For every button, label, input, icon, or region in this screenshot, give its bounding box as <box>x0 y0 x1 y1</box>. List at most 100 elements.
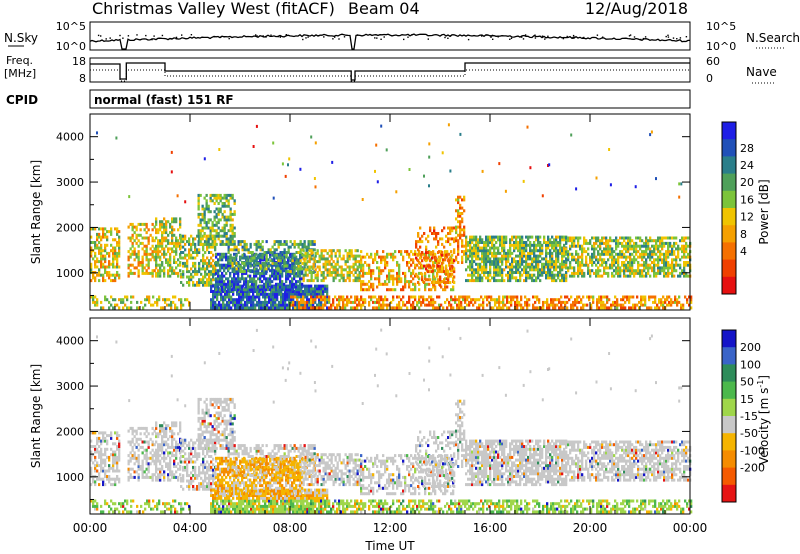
power-cell <box>461 206 464 210</box>
power-cell <box>621 252 624 256</box>
power-cell <box>304 284 307 288</box>
power-cell <box>324 290 327 293</box>
power-cell <box>215 221 218 225</box>
power-cell <box>583 236 586 240</box>
power-cell <box>292 292 295 296</box>
power-cell <box>499 241 502 244</box>
power-cell <box>374 300 377 304</box>
power-cell <box>219 258 222 262</box>
power-cell <box>360 261 363 264</box>
power-cell <box>388 269 391 273</box>
power-cell <box>340 265 343 269</box>
velocity-cell <box>96 439 99 443</box>
power-cell <box>249 270 252 274</box>
power-cell <box>567 255 570 259</box>
velocity-cell <box>90 450 93 454</box>
power-cell <box>565 261 568 264</box>
power-cell <box>655 274 658 278</box>
power-cell <box>402 255 405 259</box>
power-cell <box>406 252 409 256</box>
power-cell <box>647 247 650 251</box>
power-cell <box>547 235 550 239</box>
power-cell <box>266 306 269 310</box>
power-cell <box>279 266 282 270</box>
power-cell <box>188 251 191 254</box>
power-cell <box>412 288 415 292</box>
power-cell <box>481 265 484 269</box>
power-cell <box>404 250 407 254</box>
power-cell <box>159 239 162 243</box>
power-cell <box>555 241 558 244</box>
power-cell <box>690 306 693 310</box>
power-cell <box>434 306 437 310</box>
power-cell <box>464 295 467 299</box>
power-cell <box>471 251 474 255</box>
power-cell <box>515 279 518 283</box>
power-cell <box>607 274 610 278</box>
power-cell <box>408 295 411 299</box>
power-cell <box>239 258 242 262</box>
power-cell <box>364 300 367 304</box>
power-cell <box>575 187 578 191</box>
power-cell <box>184 261 187 265</box>
power-cell <box>392 306 395 310</box>
power-cell <box>229 274 232 278</box>
power-cell <box>180 237 183 241</box>
power-cell <box>250 298 253 302</box>
power-cell <box>197 223 200 227</box>
power-cell <box>304 268 307 272</box>
power-cell <box>227 237 230 241</box>
velocity-cell <box>90 466 93 470</box>
power-cell <box>208 242 211 246</box>
power-cell <box>614 295 617 299</box>
power-cell <box>102 232 105 236</box>
power-cell <box>213 202 216 205</box>
power-cell <box>517 254 520 258</box>
power-cell <box>469 279 472 283</box>
nsky-dot <box>190 34 193 36</box>
power-cell <box>408 255 411 259</box>
power-cell <box>270 295 273 299</box>
power-cell <box>509 249 512 253</box>
power-cell <box>625 250 628 254</box>
power-cell <box>190 267 193 271</box>
power-cell <box>687 236 690 240</box>
power-cell <box>376 266 379 270</box>
power-cell <box>501 279 504 283</box>
power-cell <box>243 277 246 281</box>
power-cell <box>366 252 369 256</box>
power-cell <box>289 270 292 274</box>
power-cell <box>455 255 458 259</box>
power-cell <box>205 193 208 197</box>
power-cell <box>433 275 436 279</box>
power-cell <box>278 306 281 310</box>
power-cell <box>477 238 480 242</box>
power-cell <box>412 303 415 307</box>
power-cell <box>575 258 578 262</box>
power-cell <box>277 256 280 260</box>
power-cell <box>591 236 594 240</box>
power-cell <box>601 250 604 254</box>
power-cell <box>252 298 255 302</box>
power-cell <box>241 274 244 278</box>
power-cell <box>678 295 681 299</box>
power-cell <box>414 285 417 289</box>
power-cell <box>273 255 276 259</box>
power-cell <box>249 256 252 260</box>
power-cell <box>356 298 359 302</box>
power-cell <box>273 261 276 265</box>
power-cell <box>400 250 403 254</box>
power-cell <box>288 290 291 293</box>
power-cell <box>632 295 635 299</box>
power-cell <box>227 215 230 219</box>
power-cell <box>251 288 254 292</box>
power-cell <box>100 246 103 250</box>
power-cell <box>531 243 534 247</box>
power-cell <box>197 242 200 246</box>
power-cell <box>175 252 178 256</box>
power-cell <box>326 287 329 291</box>
power-cell <box>340 268 343 272</box>
power-cell <box>667 271 670 275</box>
power-cell <box>428 155 431 159</box>
power-cell <box>265 280 268 284</box>
